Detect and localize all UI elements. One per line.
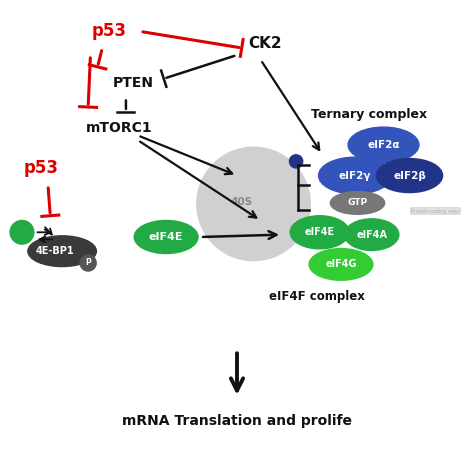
Circle shape <box>80 255 96 271</box>
Text: eIF4G: eIF4G <box>325 259 357 269</box>
Ellipse shape <box>348 127 419 163</box>
Ellipse shape <box>309 248 373 280</box>
Ellipse shape <box>330 191 385 214</box>
Ellipse shape <box>290 216 349 249</box>
Text: mRNA Translation and prolife: mRNA Translation and prolife <box>122 414 352 428</box>
Ellipse shape <box>345 219 399 250</box>
Text: Ternary complex: Ternary complex <box>311 108 428 120</box>
Circle shape <box>290 155 303 168</box>
Text: GTP: GTP <box>347 199 367 208</box>
Text: mTORC1: mTORC1 <box>85 121 152 135</box>
Text: PTEN: PTEN <box>112 76 154 91</box>
Ellipse shape <box>28 236 96 266</box>
Text: eIF2β: eIF2β <box>393 171 426 181</box>
Ellipse shape <box>376 158 443 192</box>
Text: Protein-coding repo: Protein-coding repo <box>411 209 460 213</box>
Text: p53: p53 <box>92 22 127 40</box>
Text: 40S: 40S <box>231 197 253 207</box>
Text: eIF2γ: eIF2γ <box>339 171 372 181</box>
Text: 4E-BP1: 4E-BP1 <box>36 246 74 256</box>
Text: eIF4E: eIF4E <box>305 227 335 237</box>
Text: P: P <box>85 258 91 267</box>
Circle shape <box>10 220 34 244</box>
Text: eIF4F complex: eIF4F complex <box>269 290 365 302</box>
Text: eIF4E: eIF4E <box>149 232 183 242</box>
Text: eIF4A: eIF4A <box>356 229 387 240</box>
Text: p53: p53 <box>23 159 58 177</box>
Text: eIF2α: eIF2α <box>367 140 400 150</box>
Ellipse shape <box>319 157 392 194</box>
Ellipse shape <box>134 220 198 254</box>
Circle shape <box>197 147 310 261</box>
Text: CK2: CK2 <box>248 36 282 51</box>
